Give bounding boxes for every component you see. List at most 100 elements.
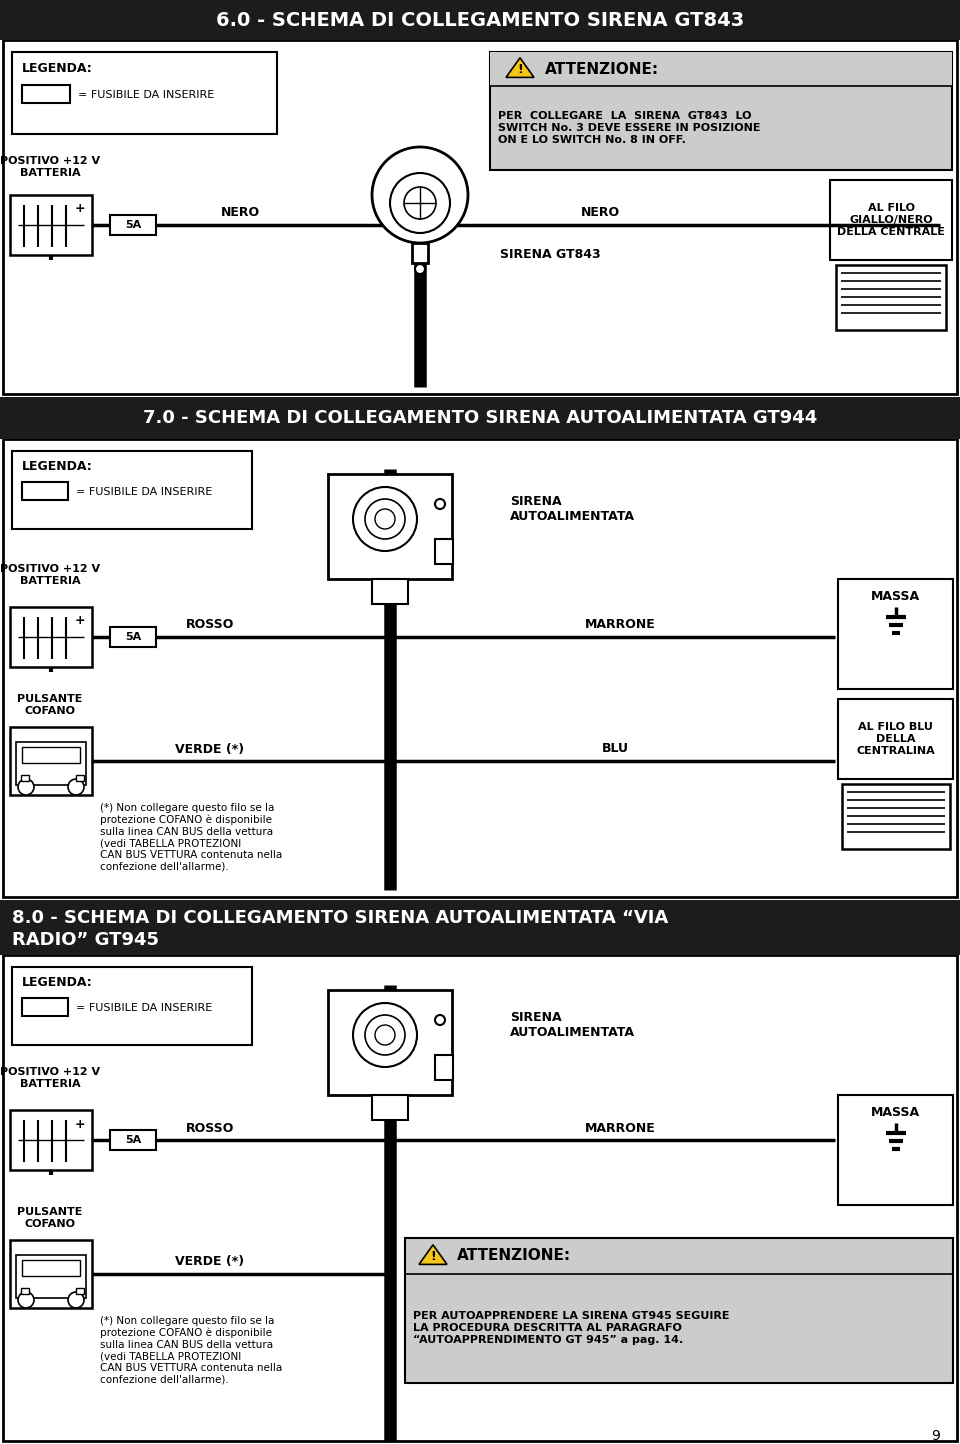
Text: MARRONE: MARRONE [585,618,656,631]
Circle shape [372,147,468,243]
Bar [22,482,68,500]
Bar [830,180,952,260]
Text: SIRENA
AUTOALIMENTATA: SIRENA AUTOALIMENTATA [510,495,635,523]
Text: +: + [75,615,85,628]
Text: = FUSIBILE DA INSERIRE: = FUSIBILE DA INSERIRE [76,487,212,497]
Bar [22,1261,80,1276]
Text: PULSANTE
COFANO: PULSANTE COFANO [17,1207,83,1229]
Text: 9: 9 [931,1430,940,1443]
Text: = FUSIBILE DA INSERIRE: = FUSIBILE DA INSERIRE [76,1004,212,1014]
Text: AL FILO
GIALLO/NERO
DELLA CENTRALE: AL FILO GIALLO/NERO DELLA CENTRALE [837,204,945,237]
Text: LEGENDA:: LEGENDA: [22,459,93,472]
Bar [10,726,92,796]
Circle shape [390,173,450,232]
Text: AL FILO BLU
DELLA
CENTRALINA: AL FILO BLU DELLA CENTRALINA [856,722,935,755]
Bar [490,52,952,170]
Text: PER AUTOAPPRENDERE LA SIRENA GT945 SEGUIRE
LA PROCEDURA DESCRITTA AL PARAGRAFO
“: PER AUTOAPPRENDERE LA SIRENA GT945 SEGUI… [413,1311,730,1344]
Text: NERO: NERO [221,206,259,219]
Circle shape [415,264,425,274]
Bar [0,900,960,954]
Text: ROSSO: ROSSO [186,1122,234,1135]
Text: 6.0 - SCHEMA DI COLLEGAMENTO SIRENA GT843: 6.0 - SCHEMA DI COLLEGAMENTO SIRENA GT84… [216,10,744,29]
Bar [3,954,957,1441]
Text: 5A: 5A [125,632,141,643]
Circle shape [353,487,417,552]
Text: +: + [75,202,85,215]
Bar [328,474,452,579]
Bar [836,266,946,331]
Circle shape [375,508,395,529]
Text: VERDE (*): VERDE (*) [176,1255,245,1268]
Text: LEGENDA:: LEGENDA: [22,62,93,75]
Text: MASSA: MASSA [871,1106,920,1119]
Circle shape [353,1004,417,1067]
Bar [22,85,70,103]
Text: +: + [75,1118,85,1131]
Text: 5A: 5A [125,219,141,230]
Bar [22,998,68,1017]
Circle shape [68,1292,84,1308]
Bar [405,1238,953,1383]
Text: ATTENZIONE:: ATTENZIONE: [545,62,660,77]
Bar [16,742,86,786]
Text: NERO: NERO [581,206,619,219]
Bar [10,1240,92,1308]
Text: LEGENDA:: LEGENDA: [22,976,93,989]
Text: (*) Non collegare questo filo se la
protezione COFANO è disponibile
sulla linea : (*) Non collegare questo filo se la prot… [100,1315,282,1385]
Bar [372,1095,408,1121]
Text: = FUSIBILE DA INSERIRE: = FUSIBILE DA INSERIRE [78,90,214,100]
Bar [328,991,452,1095]
Bar [16,1255,86,1298]
Text: !: ! [430,1251,436,1264]
Text: POSITIVO +12 V
BATTERIA: POSITIVO +12 V BATTERIA [0,1067,100,1089]
Text: 8.0 - SCHEMA DI COLLEGAMENTO SIRENA AUTOALIMENTATA “VIA: 8.0 - SCHEMA DI COLLEGAMENTO SIRENA AUTO… [12,910,668,927]
Text: BLU: BLU [602,742,629,755]
Bar [0,0,960,40]
Text: VERDE (*): VERDE (*) [176,742,245,755]
Text: ROSSO: ROSSO [186,618,234,631]
Bar [110,627,156,647]
Text: POSITIVO +12 V
BATTERIA: POSITIVO +12 V BATTERIA [0,156,100,178]
Bar [12,451,252,529]
Text: PER  COLLEGARE  LA  SIRENA  GT843  LO
SWITCH No. 3 DEVE ESSERE IN POSIZIONE
ON E: PER COLLEGARE LA SIRENA GT843 LO SWITCH … [498,111,760,144]
Bar [3,40,957,394]
Bar [3,439,957,897]
Circle shape [68,778,84,796]
Text: MARRONE: MARRONE [585,1122,656,1135]
Circle shape [18,778,34,796]
Bar [838,1095,953,1204]
Text: (*) Non collegare questo filo se la
protezione COFANO è disponibile
sulla linea : (*) Non collegare questo filo se la prot… [100,803,282,872]
Polygon shape [506,58,534,78]
Bar [76,1288,84,1294]
Bar [76,775,84,781]
Circle shape [18,1292,34,1308]
Circle shape [404,188,436,219]
Text: SIRENA GT843: SIRENA GT843 [500,248,601,261]
Text: PULSANTE
COFANO: PULSANTE COFANO [17,695,83,716]
Circle shape [375,1025,395,1045]
Bar [22,747,80,762]
Bar [21,775,29,781]
Text: POSITIVO +12 V
BATTERIA: POSITIVO +12 V BATTERIA [0,565,100,586]
Bar [10,1110,92,1170]
Bar [21,1288,29,1294]
Circle shape [365,1015,405,1056]
Bar [435,539,453,565]
Bar [12,967,252,1045]
Bar [10,195,92,256]
Bar [10,606,92,667]
Text: 5A: 5A [125,1135,141,1145]
Bar [12,52,277,134]
Bar [110,215,156,235]
Circle shape [435,500,445,508]
Bar [412,243,428,263]
Text: MASSA: MASSA [871,591,920,604]
Bar [838,579,953,689]
Circle shape [365,500,405,539]
Text: !: ! [517,64,523,77]
Text: 7.0 - SCHEMA DI COLLEGAMENTO SIRENA AUTOALIMENTATA GT944: 7.0 - SCHEMA DI COLLEGAMENTO SIRENA AUTO… [143,409,817,427]
Bar [838,699,953,778]
Text: ATTENZIONE:: ATTENZIONE: [457,1249,571,1264]
Bar [0,397,960,439]
Bar [490,52,952,87]
